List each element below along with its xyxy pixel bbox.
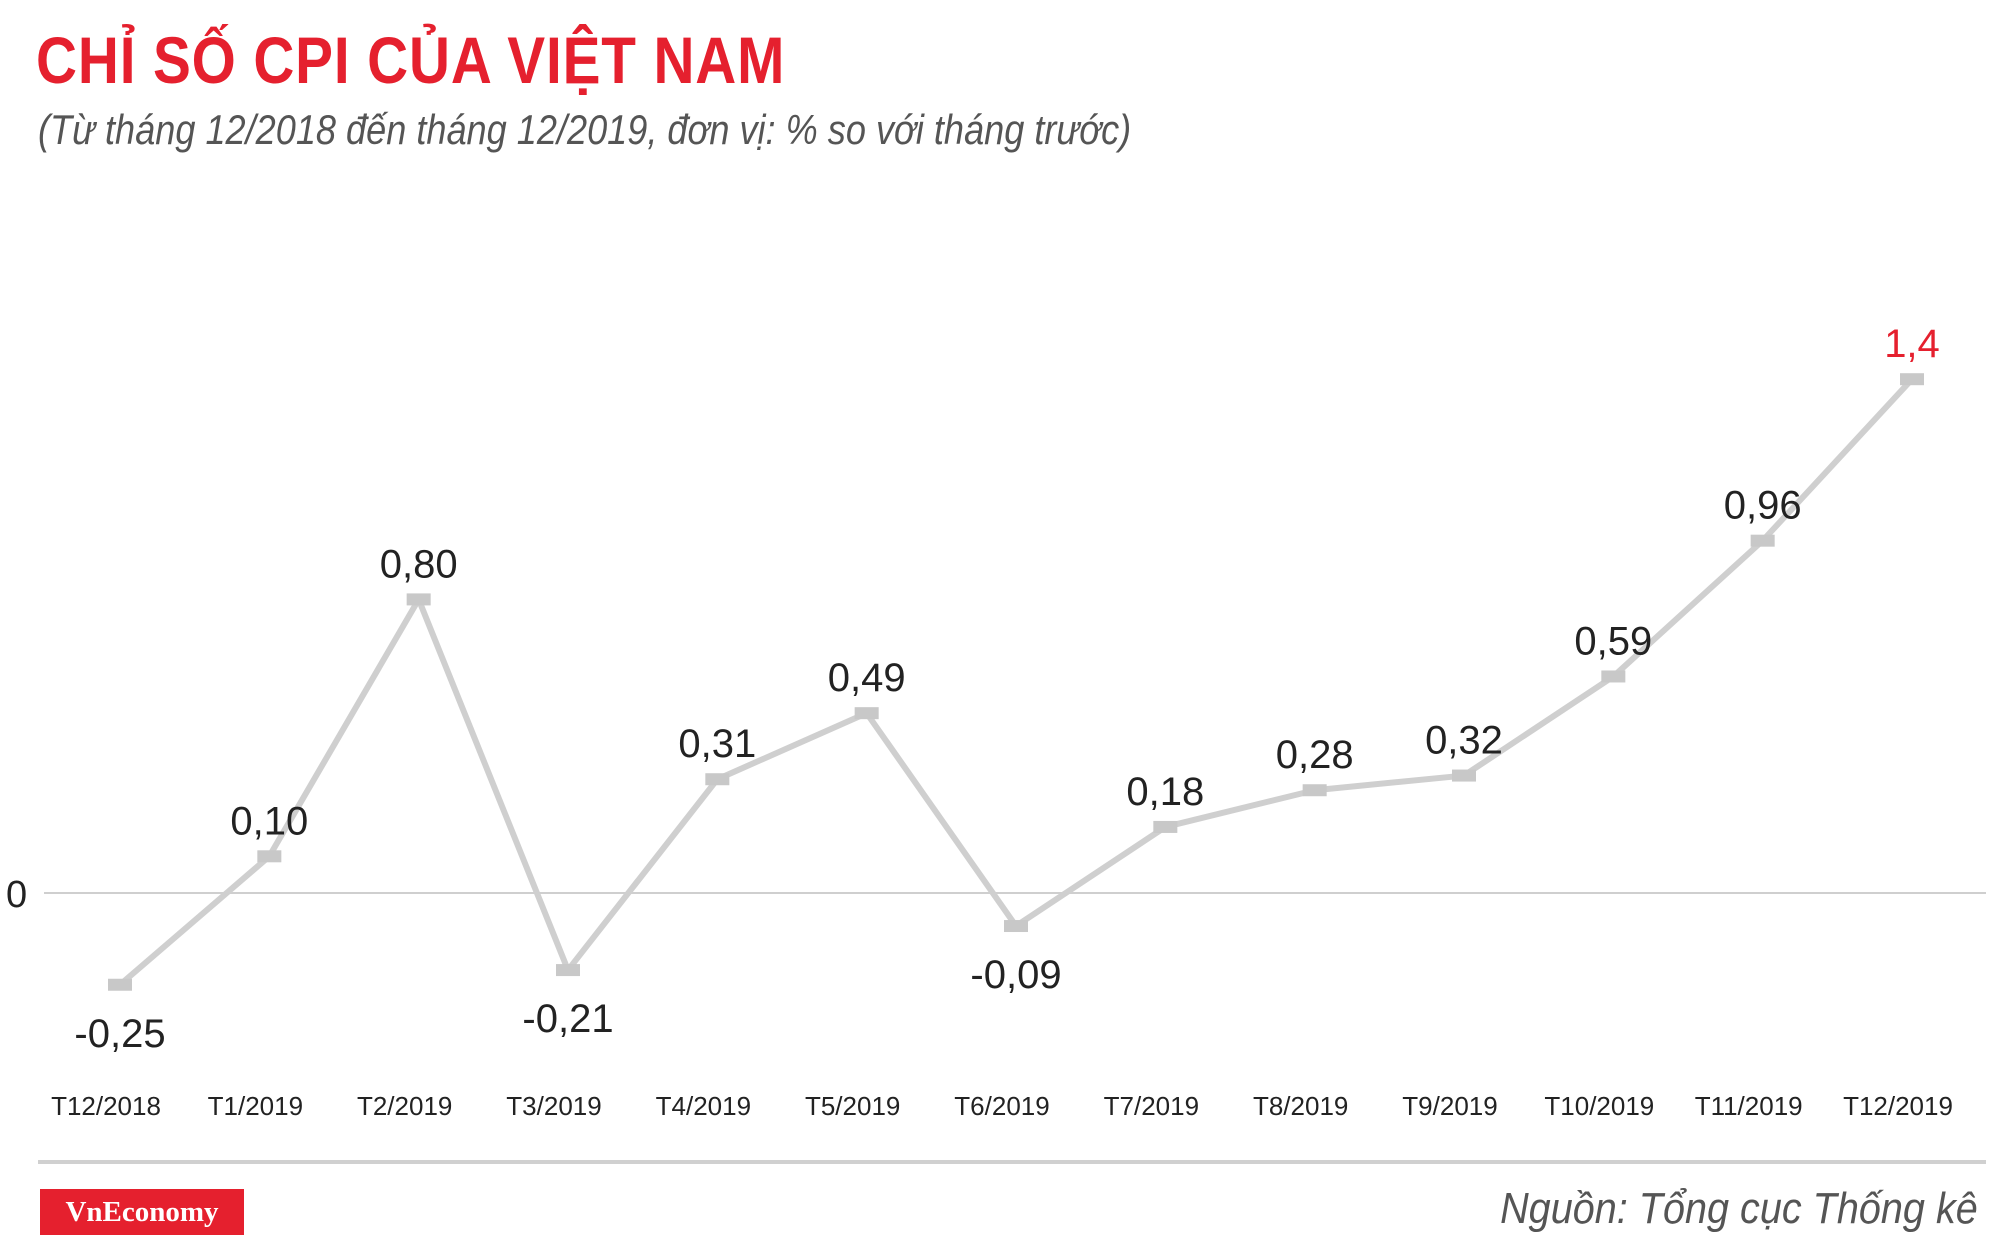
data-point-marker: [705, 773, 730, 786]
x-tick-label: T11/2019: [1695, 1091, 1803, 1121]
x-tick-label: T7/2019: [1104, 1091, 1199, 1121]
x-tick-label: T1/2019: [208, 1091, 303, 1121]
data-point-marker: [1900, 373, 1924, 386]
data-point-marker: [1750, 534, 1775, 547]
data-value-label: -0,21: [522, 997, 613, 1041]
data-point-marker: [257, 850, 282, 863]
data-point-marker: [1004, 920, 1028, 933]
data-value-label: 1,4: [1884, 322, 1940, 366]
x-tick-label: T4/2019: [656, 1091, 751, 1121]
x-tick-label: T3/2019: [506, 1091, 601, 1121]
x-tick-label: T9/2019: [1402, 1091, 1497, 1121]
data-value-label: -0,25: [74, 1012, 165, 1056]
x-tick-label: T10/2019: [1544, 1091, 1654, 1121]
zero-tick-label: 0: [6, 874, 27, 916]
chart-title: CHỈ SỐ CPI CỦA VIỆT NAM: [36, 23, 786, 97]
footer-divider: [38, 1160, 1986, 1164]
data-value-label: 0,59: [1574, 619, 1652, 663]
data-value-label: 0,10: [230, 799, 308, 843]
vneconomy-logo: VnEconomy: [40, 1189, 244, 1235]
data-point-marker: [406, 593, 431, 606]
data-value-label: -0,09: [970, 953, 1061, 997]
data-point-marker: [556, 964, 580, 977]
data-value-label: 0,28: [1276, 733, 1354, 777]
chart-subtitle: (Từ tháng 12/2018 đến tháng 12/2019, đơn…: [38, 106, 1132, 153]
x-tick-label: T12/2019: [1843, 1091, 1953, 1121]
line-chart: 0 -0,25 0,10 0,80 -0,21 0,31 0,49 -0,09 0,18 0,2…: [6, 322, 1986, 1121]
source-note: Nguồn: Tổng cục Thống kê: [1500, 1184, 1978, 1233]
data-value-label: 0,80: [380, 542, 458, 586]
data-value-label: 0,18: [1126, 770, 1204, 814]
x-tick-label: T6/2019: [954, 1091, 1049, 1121]
data-value-label: 0,32: [1425, 719, 1503, 763]
x-tick-label: T12/2018: [51, 1091, 161, 1121]
data-point-marker: [1601, 670, 1626, 683]
data-value-label: 0,49: [828, 656, 906, 700]
data-point-marker: [108, 978, 132, 991]
data-value-label: 0,96: [1724, 484, 1802, 528]
x-tick-label: T8/2019: [1253, 1091, 1348, 1121]
data-point-marker: [1452, 769, 1476, 782]
x-tick-label: T5/2019: [805, 1091, 900, 1121]
x-tick-label: T2/2019: [357, 1091, 452, 1121]
data-point-marker: [1153, 820, 1178, 833]
data-value-label: 0,31: [678, 722, 756, 766]
data-point-marker: [854, 707, 879, 720]
data-point-marker: [1302, 784, 1327, 797]
